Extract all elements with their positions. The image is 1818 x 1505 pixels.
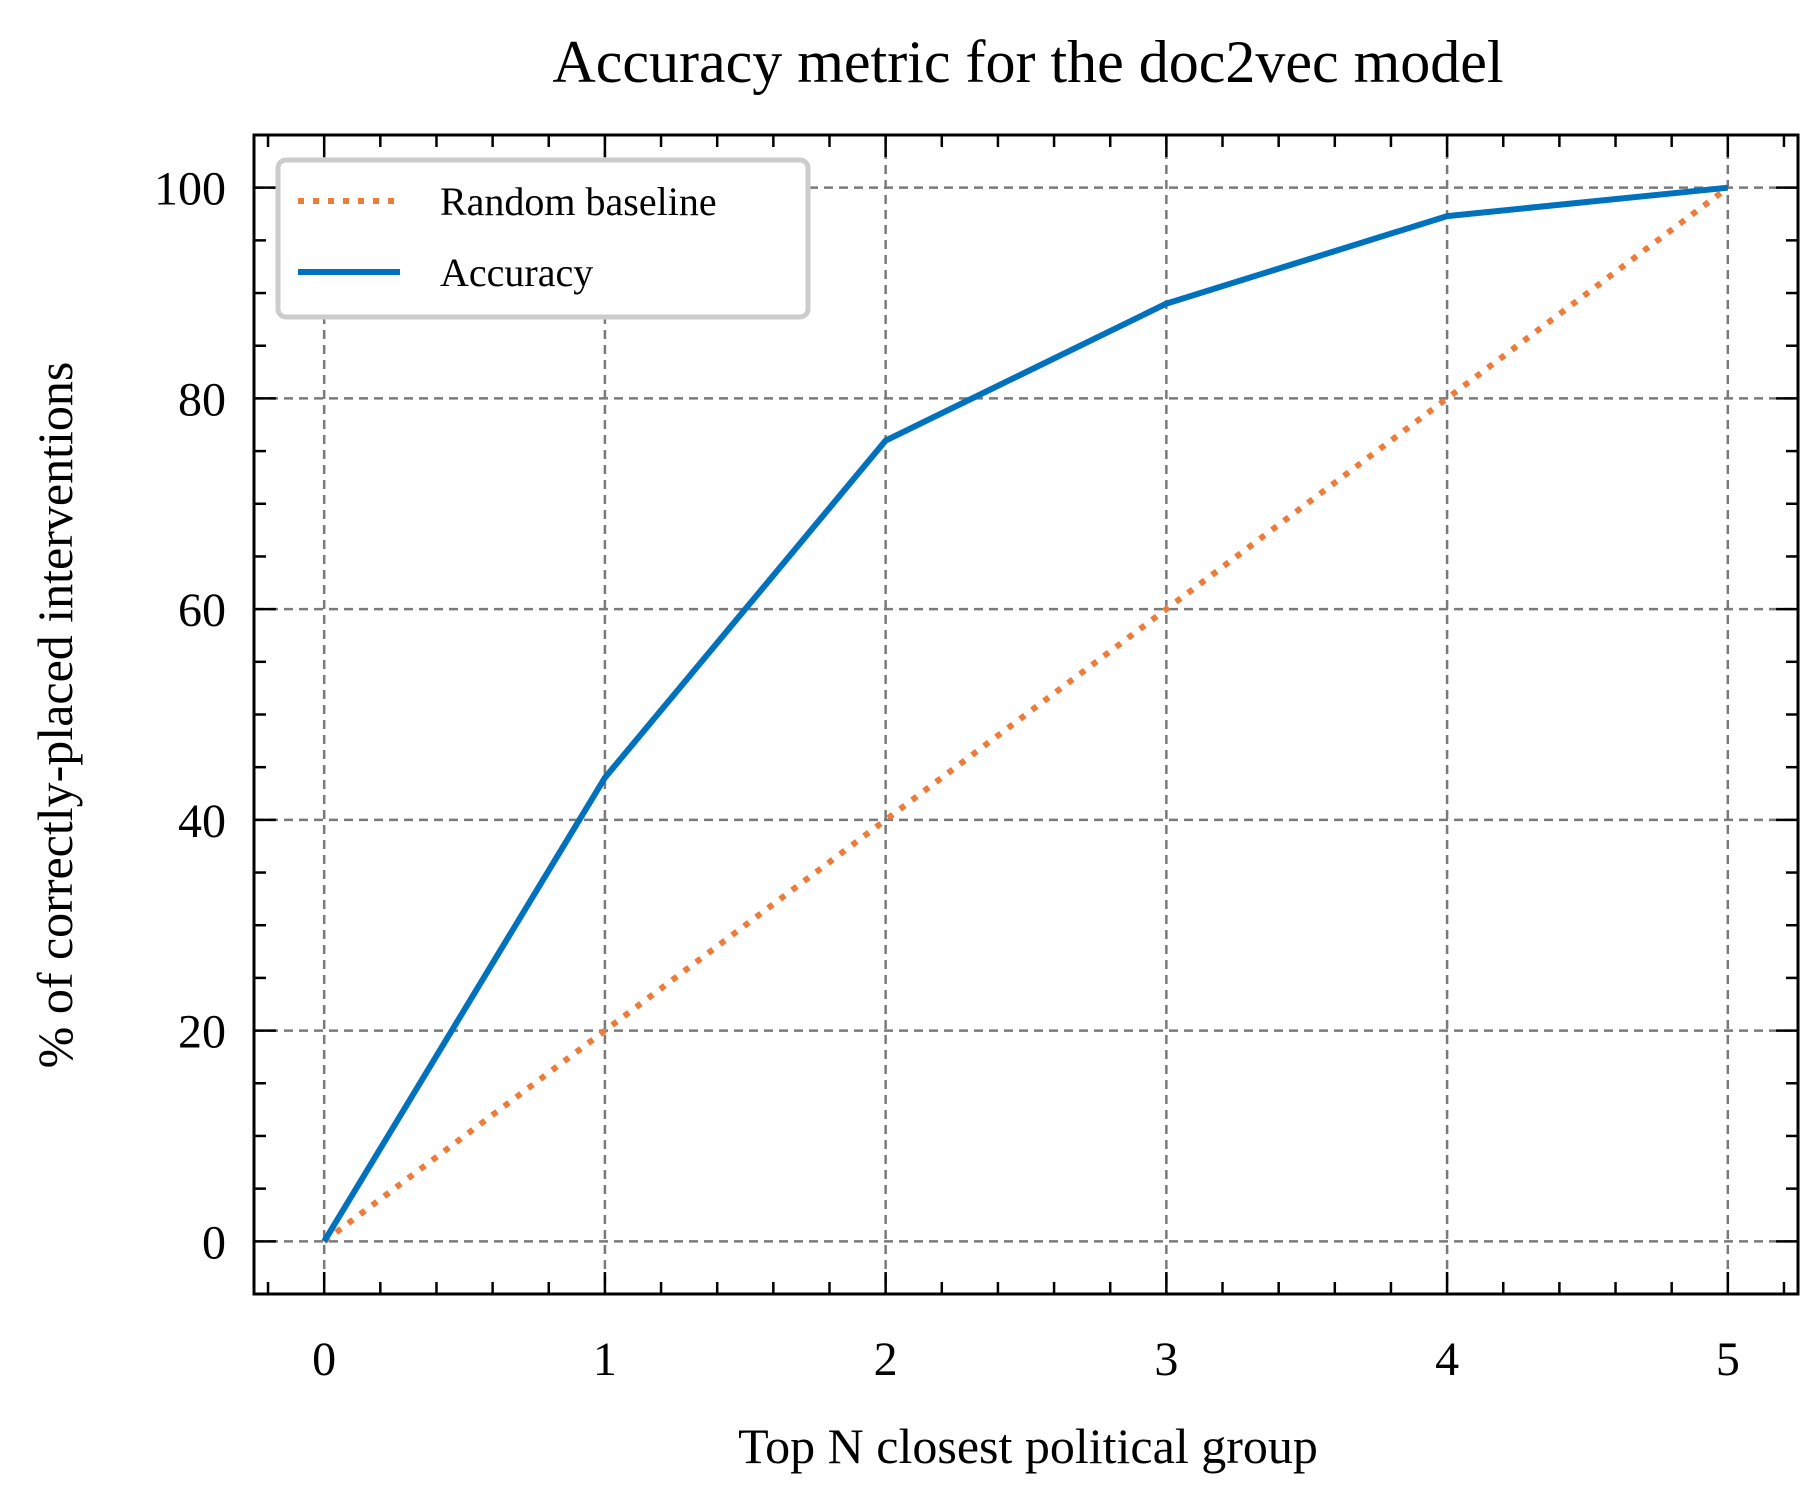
axes [252, 133, 1800, 1296]
y-tick-label: 100 [154, 163, 226, 216]
legend-label-accuracy: Accuracy [440, 250, 593, 295]
x-tick-label: 2 [874, 1333, 898, 1386]
x-tick-label: 0 [312, 1333, 336, 1386]
y-axis-label: % of correctly-placed interventions [27, 362, 83, 1069]
legend-label-random-baseline: Random baseline [440, 179, 717, 224]
series-layer [321, 184, 1730, 1244]
tick-labels: 0 1 2 3 4 5 0 20 40 60 80 100 [154, 163, 1740, 1386]
x-axis-label: Top N closest political group [738, 1418, 1318, 1474]
series-line-accuracy [321, 184, 1729, 1243]
y-tick-label: 40 [178, 795, 226, 848]
x-tick-label: 4 [1435, 1333, 1459, 1386]
x-tick-label: 3 [1154, 1333, 1178, 1386]
x-tick-label: 1 [593, 1333, 617, 1386]
y-tick-label: 0 [202, 1216, 226, 1269]
y-tick-label: 80 [178, 373, 226, 426]
y-tick-label: 20 [178, 1006, 226, 1059]
chart-title: Accuracy metric for the doc2vec model [552, 29, 1503, 95]
legend: Random baseline Accuracy [275, 157, 811, 320]
y-tick-label: 60 [178, 584, 226, 637]
x-tick-label: 5 [1716, 1333, 1740, 1386]
legend-frame [275, 157, 811, 320]
